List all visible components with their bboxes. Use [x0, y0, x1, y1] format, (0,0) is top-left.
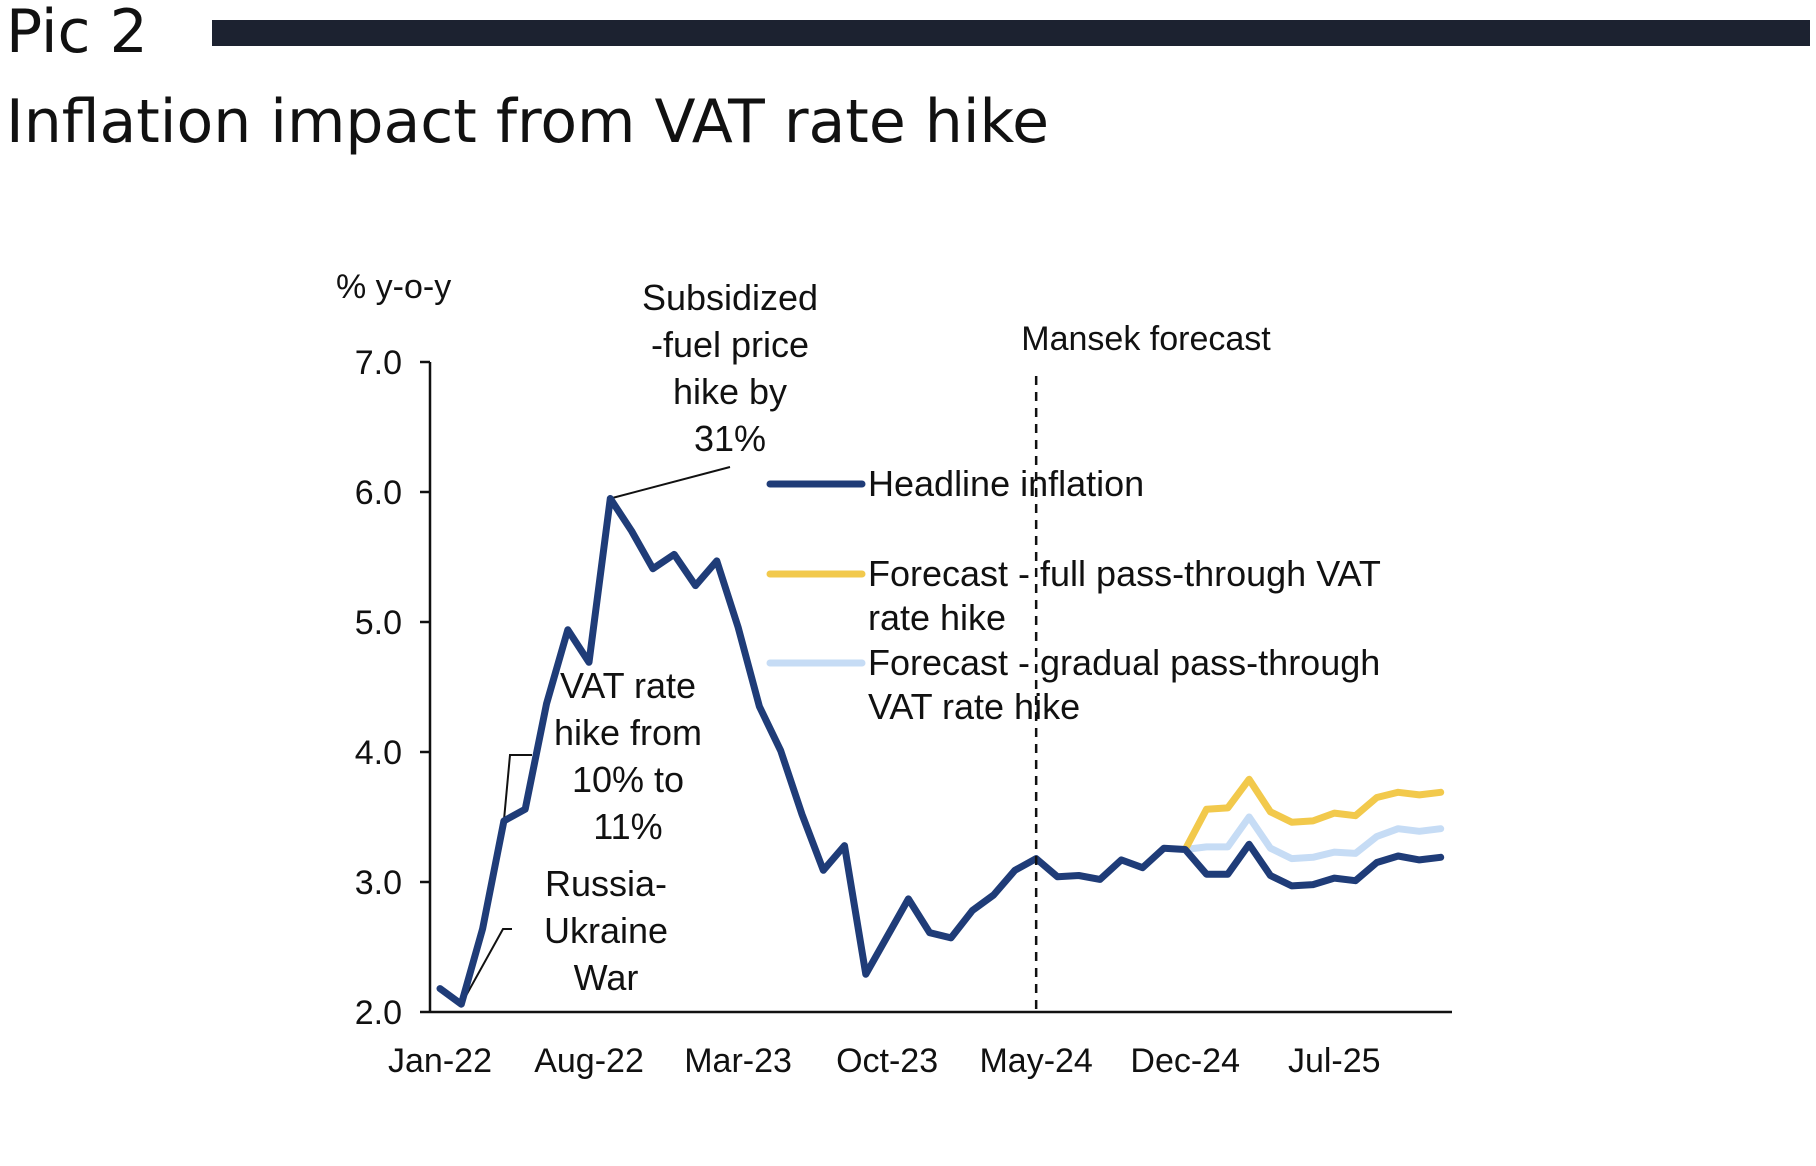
x-tick-label: Jan-22 — [388, 1042, 492, 1080]
legend-label-full_pass_through: Forecast - full pass-through VAT rate hik… — [868, 553, 1381, 638]
war-annotation-line: Russia- — [545, 863, 667, 904]
x-tick-label: Dec-24 — [1130, 1042, 1240, 1080]
vat-annotation-line: VAT rate — [560, 665, 696, 706]
y-tick-label: 2.0 — [355, 994, 402, 1032]
y-tick-label: 3.0 — [355, 864, 402, 902]
fuel-leader-line — [610, 466, 731, 500]
fuel-annotation-line: hike by — [673, 371, 787, 412]
vat-leader-line — [502, 754, 532, 821]
vat-annotation-line: 11% — [593, 806, 662, 847]
series-line-headline — [436, 495, 1445, 1008]
x-tick-label: Aug-22 — [534, 1042, 644, 1080]
series-line-full_pass_through — [1181, 775, 1445, 853]
x-tick-label: Oct-23 — [836, 1042, 938, 1080]
legend-label-headline: Headline inflation — [868, 463, 1144, 504]
series-lines — [436, 495, 1445, 1008]
fuel-annotation-line: Subsidized — [642, 277, 818, 318]
y-tick-label: 6.0 — [355, 474, 402, 512]
page-title: Inflation impact from VAT rate hike — [6, 87, 1050, 157]
y-tick-label: 7.0 — [355, 344, 402, 382]
fuel-annotation-line: -fuel price — [651, 324, 809, 365]
forecast-marker: Mansek forecast — [1021, 320, 1271, 1012]
pic-label: Pic 2 — [6, 0, 148, 67]
series-line-gradual_pass_through — [1181, 813, 1445, 863]
vat-annotation-line: 10% to — [572, 759, 684, 800]
x-tick-label: May-24 — [979, 1042, 1092, 1080]
annotation-leaders — [460, 466, 731, 1005]
x-tick-label: Jul-25 — [1288, 1042, 1381, 1080]
y-tick-label: 5.0 — [355, 604, 402, 642]
header-rule — [212, 20, 1810, 46]
x-tick-label: Mar-23 — [684, 1042, 792, 1080]
y-axis-unit-label: % y-o-y — [336, 268, 451, 306]
legend-label-gradual_pass_through: Forecast - gradual pass-through VAT rate … — [868, 642, 1380, 727]
fuel-annotation-line: 31% — [694, 418, 766, 459]
axes: 7.0 6.0 5.0 4.0 3.0 2.0 Jan-22 Aug-22 Mar-23 Oct-… — [336, 268, 1452, 1080]
war-annotation-line: War — [574, 957, 639, 998]
war-leader-line — [460, 928, 512, 1005]
vat-annotation-line: hike from — [554, 712, 702, 753]
chart-labels: Subsidized -fuel price hike by 31% VAT rate h… — [544, 277, 818, 998]
forecast-label: Mansek forecast — [1021, 320, 1271, 358]
war-annotation-line: Ukraine — [544, 910, 668, 951]
y-tick-label: 4.0 — [355, 734, 402, 772]
legend: Headline inflation Forecast - full pass-t… — [766, 463, 1381, 727]
